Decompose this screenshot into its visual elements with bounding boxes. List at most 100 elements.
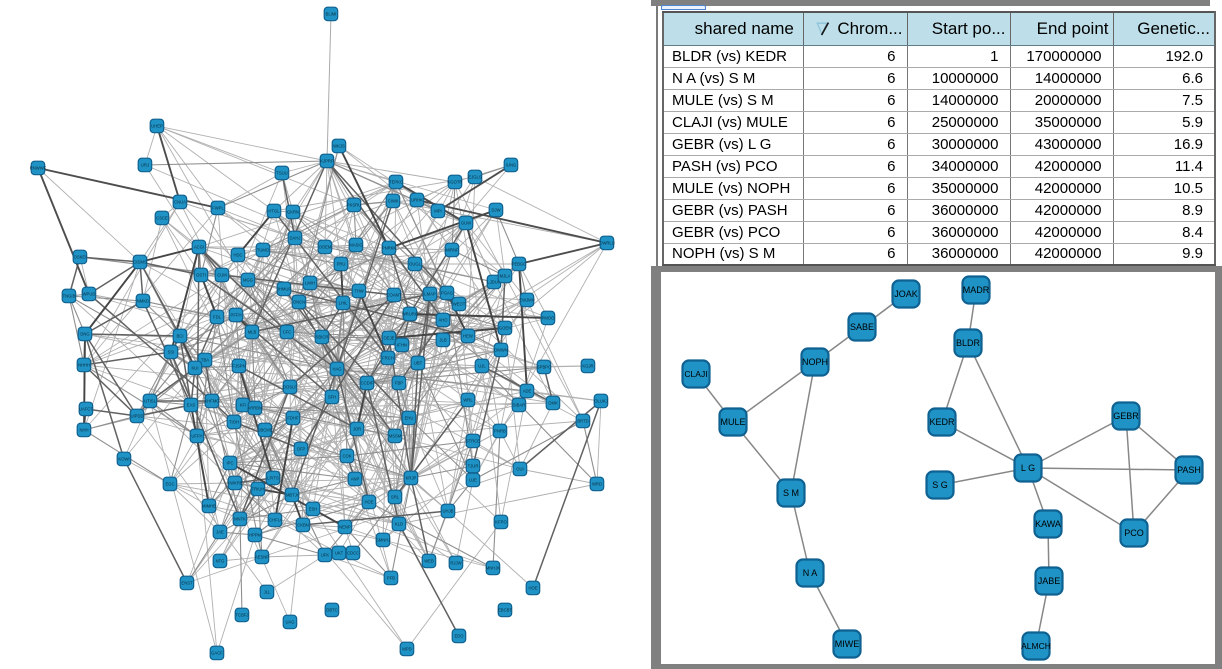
svg-text:FBP: FBP [395, 381, 403, 386]
svg-text:CDCC: CDCC [347, 551, 359, 556]
svg-text:KRJP: KRJP [406, 476, 417, 481]
svg-text:PFFH: PFFH [231, 313, 242, 318]
svg-text:GEBR: GEBR [1113, 411, 1139, 421]
svg-text:OFP: OFP [297, 447, 306, 452]
svg-text:FWPL: FWPL [212, 206, 224, 211]
svg-text:CLAJI: CLAJI [684, 369, 707, 379]
svg-text:UAFCT: UAFCT [79, 407, 93, 412]
svg-text:GKRN: GKRN [287, 210, 299, 215]
svg-text:UAG: UAG [285, 620, 294, 625]
svg-text:UHEP: UHEP [151, 124, 163, 129]
svg-text:BLIMI: BLIMI [326, 12, 337, 17]
svg-text:UBCME: UBCME [257, 428, 272, 433]
svg-text:AESNP: AESNP [255, 555, 269, 560]
svg-text:ADE: ADE [523, 389, 532, 394]
svg-text:FDL: FDL [213, 315, 222, 320]
svg-text:EDO: EDO [454, 634, 464, 639]
svg-text:PFB: PFB [387, 576, 395, 581]
svg-text:BCI: BCI [177, 334, 184, 339]
svg-text:BLDR: BLDR [956, 338, 981, 348]
svg-text:S M: S M [783, 488, 799, 498]
svg-text:NHHH: NHHH [78, 363, 90, 368]
svg-text:EGC: EGC [165, 482, 174, 487]
svg-text:UFFH: UFFH [191, 434, 202, 439]
svg-text:CFC: CFC [283, 330, 292, 335]
svg-text:JHMUP: JHMUP [277, 287, 292, 292]
svg-text:MIRNF: MIRNF [445, 248, 459, 253]
svg-text:MULE: MULE [720, 417, 745, 427]
svg-text:TIOH: TIOH [229, 420, 239, 425]
svg-text:SFH: SFH [328, 395, 336, 400]
svg-text:UBT: UBT [414, 361, 423, 366]
svg-text:PASH: PASH [1177, 465, 1201, 475]
svg-text:TBA: TBA [201, 358, 209, 363]
svg-text:EBCBT: EBCBT [498, 608, 512, 613]
svg-text:WRURG: WRURG [402, 312, 418, 317]
svg-text:UHJB: UHJB [443, 509, 454, 514]
svg-text:UJE: UJE [469, 478, 477, 483]
svg-text:LMIH: LMIH [305, 281, 315, 286]
svg-text:CCDIF: CCDIF [361, 381, 374, 386]
svg-text:FJSPN: FJSPN [232, 364, 245, 369]
svg-text:NENP: NENP [339, 525, 351, 530]
svg-text:TEPKC: TEPKC [389, 180, 403, 185]
svg-text:MLB: MLB [248, 330, 257, 335]
svg-text:PNRKK: PNRKK [382, 246, 397, 251]
svg-text:HOE: HOE [528, 586, 537, 591]
svg-text:NMKD: NMKD [137, 299, 149, 304]
svg-text:HTGL: HTGL [268, 209, 280, 214]
svg-text:FRCH: FRCH [382, 356, 394, 361]
svg-text:EAS: EAS [187, 403, 196, 408]
svg-text:LHIL: LHIL [339, 301, 349, 306]
svg-text:SBICR: SBICR [316, 335, 329, 340]
svg-text:DNG: DNG [80, 332, 89, 337]
svg-text:FDHF: FDHF [287, 416, 299, 421]
svg-text:LPITS: LPITS [267, 476, 279, 481]
svg-text:OOEM: OOEM [319, 245, 332, 250]
svg-text:CUM: CUM [217, 273, 227, 278]
svg-text:OMWN: OMWN [494, 348, 508, 353]
svg-text:WPUD: WPUD [83, 292, 96, 297]
svg-text:MPD: MPD [402, 647, 411, 652]
svg-text:UTISL: UTISL [144, 399, 157, 404]
svg-text:OSKEI: OSKEI [74, 255, 87, 260]
svg-text:ACGI: ACGI [194, 245, 204, 250]
svg-text:KOWI: KOWI [118, 457, 129, 462]
svg-text:OSTI: OSTI [196, 273, 206, 278]
svg-text:HEW: HEW [463, 334, 473, 339]
svg-text:OMK: OMK [548, 401, 558, 406]
svg-text:HAG: HAG [332, 367, 341, 372]
svg-text:URJ: URJ [141, 163, 149, 168]
svg-text:N A: N A [803, 568, 818, 578]
svg-text:JOAK: JOAK [894, 289, 918, 299]
svg-text:WEB: WEB [424, 559, 434, 564]
svg-text:OEJE: OEJE [384, 336, 395, 341]
svg-text:CIWII: CIWII [388, 199, 398, 204]
svg-text:KGJR: KGJR [582, 364, 593, 369]
svg-text:UIPDD: UIPDD [130, 414, 143, 419]
svg-text:KEDR: KEDR [929, 417, 955, 427]
svg-text:KWKRE: KWKRE [227, 481, 243, 486]
svg-text:ANP: ANP [351, 477, 360, 482]
svg-text:AHO: AHO [438, 318, 448, 323]
svg-text:SABE: SABE [850, 322, 874, 332]
svg-text:PGAG: PGAG [441, 291, 453, 296]
svg-text:IFHN: IFHN [397, 343, 407, 348]
svg-text:NTG: NTG [216, 559, 225, 564]
svg-text:KGOTR: KGOTR [448, 180, 463, 185]
svg-text:CIDMS: CIDMS [133, 260, 147, 265]
svg-text:ENST: ENST [181, 581, 193, 586]
svg-text:OUGL: OUGL [409, 262, 422, 267]
svg-text:RNWWF: RNWWF [30, 166, 47, 171]
svg-text:PCO: PCO [1124, 528, 1144, 538]
svg-text:S G: S G [932, 480, 948, 490]
svg-text:DAHJ: DAHJ [290, 236, 301, 241]
svg-text:MADR: MADR [963, 285, 990, 295]
svg-text:WRD: WRD [592, 482, 602, 487]
svg-text:KAWA: KAWA [1035, 519, 1061, 529]
svg-text:TNGIB: TNGIB [63, 294, 76, 299]
svg-text:WKJS: WKJS [333, 144, 345, 149]
svg-text:MASIG: MASIG [349, 243, 363, 248]
svg-text:GMNHJ: GMNHJ [376, 538, 391, 543]
svg-text:URHK: URHK [411, 198, 423, 203]
